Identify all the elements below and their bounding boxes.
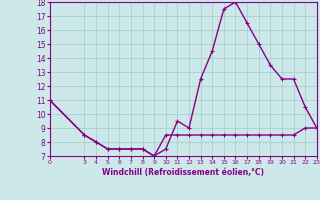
X-axis label: Windchill (Refroidissement éolien,°C): Windchill (Refroidissement éolien,°C) (102, 168, 264, 177)
